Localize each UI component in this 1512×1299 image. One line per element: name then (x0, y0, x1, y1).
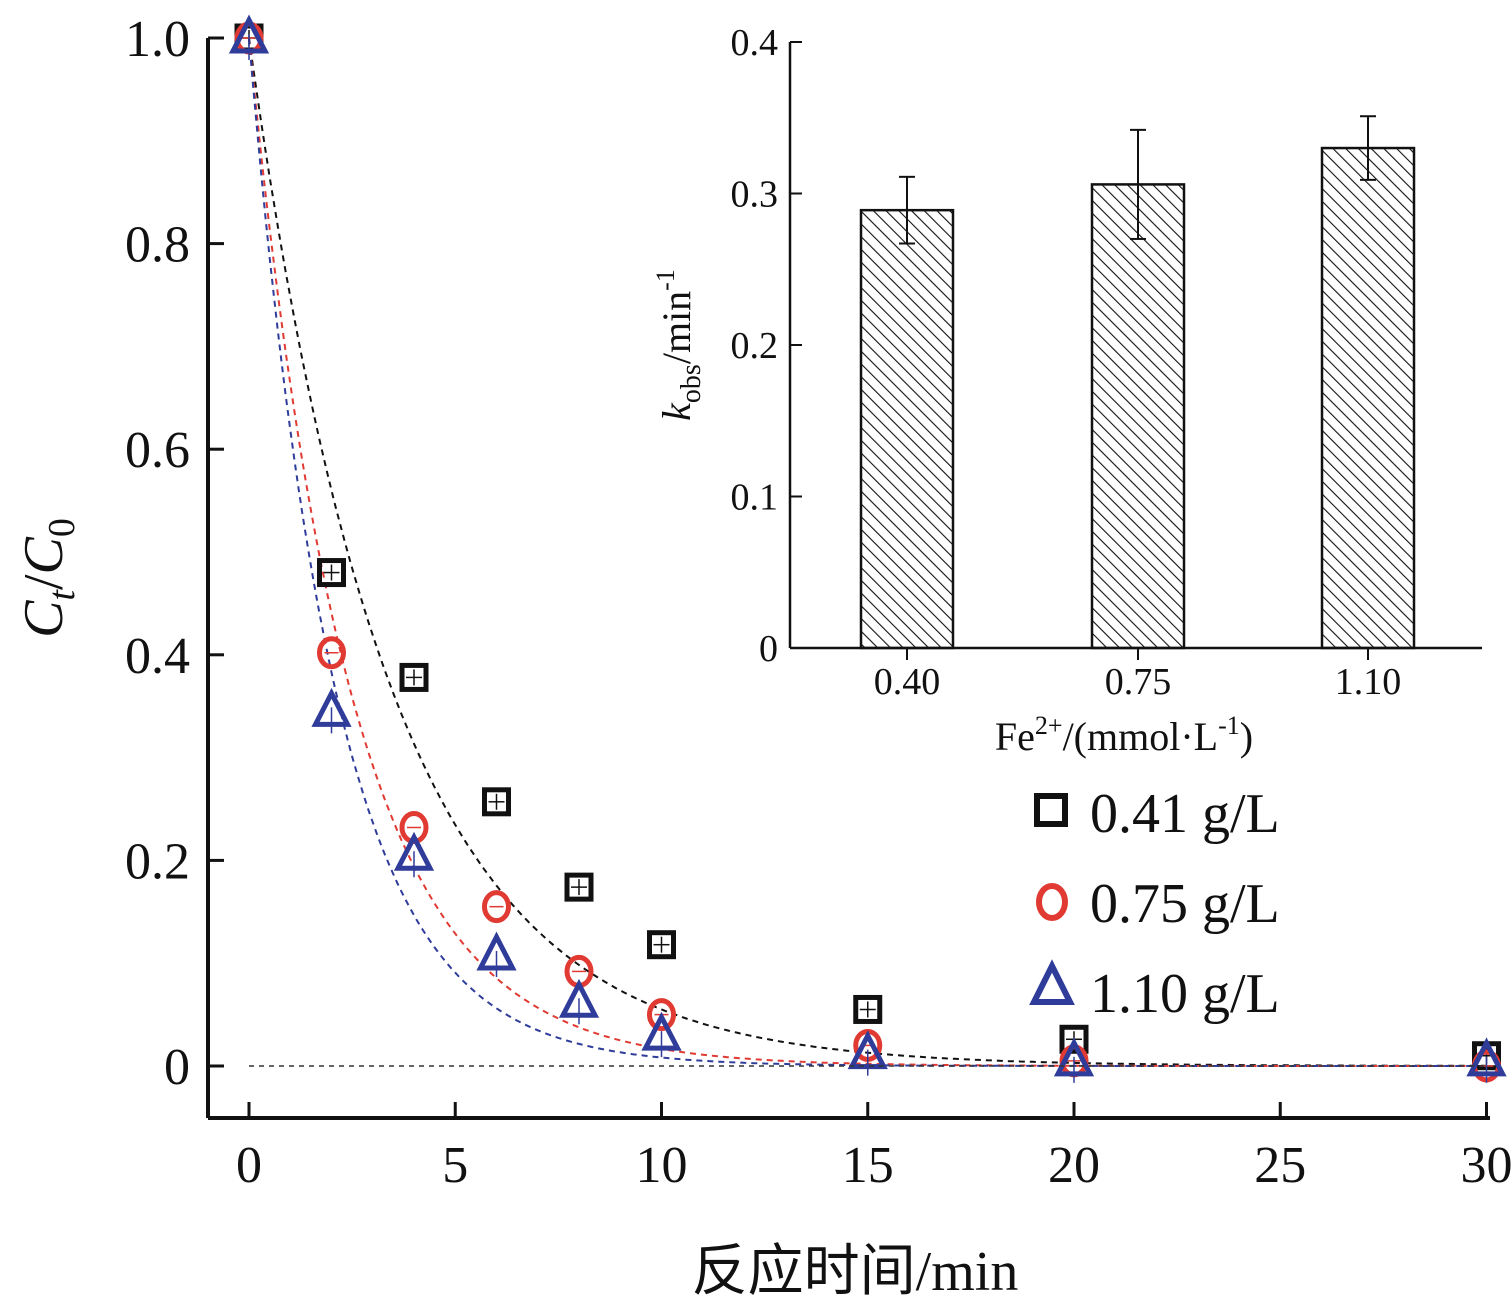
inset-y-axis-title: kobs/min-1 (651, 269, 707, 421)
x-tick-label: 30 (1461, 1137, 1512, 1194)
legend-item-0.75: 0.75 g/L (1036, 873, 1280, 935)
inset-x-tick-label: 0.75 (1105, 661, 1172, 703)
legend-marker-triangle (1029, 959, 1075, 1005)
legend-item-1.10: 1.10 g/L (1029, 959, 1280, 1025)
x-tick-label: 0 (236, 1137, 262, 1194)
data-point-square (564, 872, 594, 902)
inset-x-tick-label: 1.10 (1335, 661, 1402, 703)
main-x-axis-title: 反应时间/min (692, 1241, 1019, 1299)
inset-bar-0.40 (859, 208, 955, 650)
data-point-square (853, 994, 883, 1024)
y-tick-label: 0.8 (125, 217, 190, 274)
x-tick-label: 15 (842, 1137, 894, 1194)
main-y-axis-title: Ct/C0 (13, 518, 83, 638)
inset-chart: 0 0.1 0.2 0.3 0.4 0.40 0.75 1.10 kobs/min-1 Fe2… (651, 22, 1482, 759)
inset-y-tick-label: 0.3 (731, 174, 779, 216)
y-tick-label: 0 (164, 1039, 190, 1096)
legend-marker-square (1034, 793, 1068, 827)
data-point-circle (482, 890, 511, 924)
legend-label: 0.41 g/L (1090, 783, 1280, 845)
data-point-square (399, 662, 429, 692)
data-points (228, 14, 1507, 1083)
inset-y-tick-label: 0 (759, 628, 778, 670)
y-tick-label: 0.2 (125, 833, 190, 890)
y-tick-label: 0.6 (125, 422, 190, 479)
legend-item-0.41: 0.41 g/L (1034, 783, 1280, 845)
inset-x-axis-title: Fe2+/(mmol·L-1) (995, 711, 1253, 759)
inset-y-tick-label: 0.2 (731, 325, 779, 367)
legend-label: 1.10 g/L (1090, 963, 1280, 1025)
data-point-square (317, 558, 346, 588)
x-tick-label: 20 (1048, 1137, 1100, 1194)
y-tick-label: 0.4 (125, 628, 190, 685)
data-point-circle (647, 998, 676, 1032)
legend-label: 0.75 g/L (1090, 873, 1280, 935)
inset-x-tick-label: 0.40 (874, 661, 941, 703)
data-point-square (647, 930, 676, 960)
inset-ticks: 0 0.1 0.2 0.3 0.4 0.40 0.75 1.10 (731, 22, 1402, 703)
inset-bar-0.75 (1090, 183, 1186, 650)
data-point-square (482, 787, 511, 817)
inset-y-tick-label: 0.1 (731, 477, 779, 519)
legend-marker-circle (1036, 883, 1068, 921)
x-tick-label: 10 (636, 1137, 688, 1194)
inset-y-tick-label: 0.4 (731, 22, 779, 64)
inset-bars (859, 115, 1416, 650)
data-point-square (1059, 1024, 1089, 1054)
inset-bar-1.10 (1320, 146, 1416, 650)
x-tick-label: 5 (442, 1137, 468, 1194)
main-chart: 0 5 10 15 20 25 30 0 0.2 0.4 0.6 0.8 1.0 反应时间/min Ct… (13, 11, 1512, 1299)
x-tick-label: 25 (1254, 1137, 1306, 1194)
legend: 0.41 g/L 0.75 g/L 1.10 g/L (1029, 783, 1280, 1025)
main-ticks: 0 5 10 15 20 25 30 0 0.2 0.4 0.6 0.8 1.0 (125, 11, 1512, 1194)
data-point-circle (317, 636, 346, 670)
y-tick-label: 1.0 (125, 11, 190, 68)
